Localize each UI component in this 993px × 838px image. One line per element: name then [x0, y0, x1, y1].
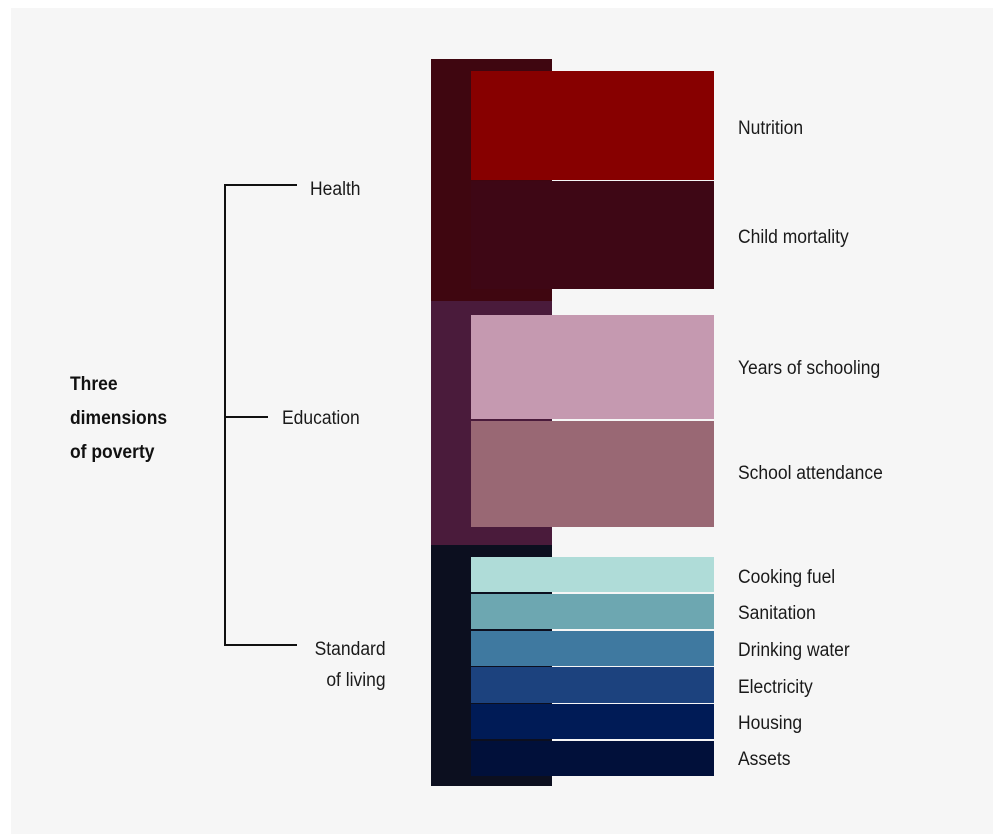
- indicator-label-cooking-fuel: Cooking fuel: [738, 567, 836, 588]
- indicator-label-child-mortality: Child mortality: [738, 227, 849, 248]
- bracket-tick-education: [224, 416, 268, 418]
- bracket-tick-health: [224, 184, 297, 186]
- dimension-label-standard-of-living: Standard of living: [314, 639, 386, 691]
- indicator-bar-nutrition: [471, 71, 714, 180]
- indicator-bar-housing: [471, 704, 714, 739]
- dimension-label-education: Education: [282, 408, 360, 429]
- indicator-bar-years-of-schooling: [471, 315, 714, 419]
- diagram-title: Three dimensions of poverty: [70, 374, 168, 463]
- bracket-vertical-line: [224, 184, 226, 646]
- indicator-label-drinking-water: Drinking water: [738, 640, 850, 661]
- indicator-label-electricity: Electricity: [738, 677, 813, 698]
- indicator-label-years-of-schooling: Years of schooling: [738, 358, 881, 379]
- indicator-label-assets: Assets: [738, 749, 791, 770]
- indicator-bar-electricity: [471, 667, 714, 703]
- indicator-label-housing: Housing: [738, 713, 803, 734]
- indicator-bar-child-mortality: [471, 181, 714, 289]
- bracket-tick-standard-of-living: [224, 644, 297, 646]
- indicator-bar-cooking-fuel: [471, 557, 714, 592]
- indicator-bar-sanitation: [471, 594, 714, 629]
- indicator-bar-drinking-water: [471, 631, 714, 666]
- indicator-label-sanitation: Sanitation: [738, 603, 816, 624]
- indicator-bar-assets: [471, 741, 714, 776]
- indicator-bar-school-attendance: [471, 421, 714, 527]
- dimension-label-health: Health: [310, 179, 361, 200]
- indicator-label-school-attendance: School attendance: [738, 463, 883, 484]
- indicator-label-nutrition: Nutrition: [738, 118, 804, 139]
